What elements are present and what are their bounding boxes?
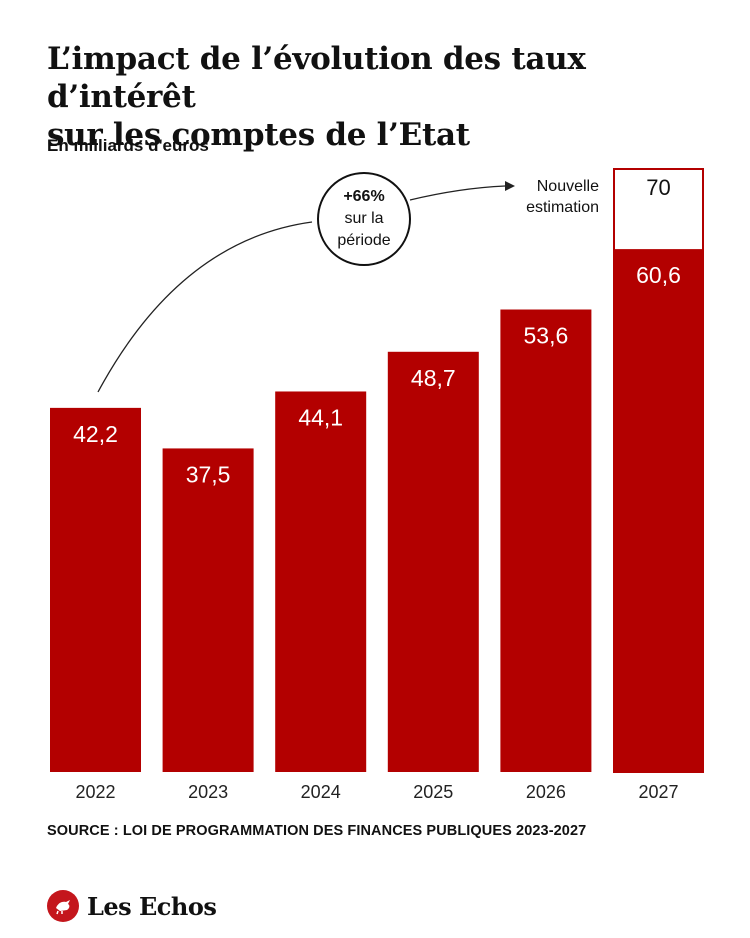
x-tick-label: 2027 bbox=[638, 782, 678, 802]
x-tick-label: 2022 bbox=[75, 782, 115, 802]
bar-2022 bbox=[50, 407, 141, 772]
x-tick-label: 2026 bbox=[526, 782, 566, 802]
bar-value-label: 53,6 bbox=[524, 323, 569, 349]
new-estimate-line-2: estimation bbox=[526, 199, 599, 216]
bar-value-label: 60,6 bbox=[636, 262, 681, 288]
growth-circle bbox=[317, 172, 411, 266]
bars-layer bbox=[50, 168, 704, 773]
bar-2027 bbox=[613, 249, 704, 772]
chart-title-line-2: sur les comptes de l’Etat bbox=[47, 117, 470, 153]
source-note: SOURCE : LOI DE PROGRAMMATION DES FINANC… bbox=[47, 823, 587, 839]
estimate-arrow-curve bbox=[409, 185, 506, 201]
chart-title: L’impact de l’évolution des taux d’intér… bbox=[47, 40, 727, 154]
bar-chart: 42,2 2022 37,5 2023 44,1 2024 48,7 2025 53,6 2026… bbox=[50, 168, 704, 802]
bar-2024 bbox=[275, 391, 367, 772]
bar-value-label: 48,7 bbox=[411, 365, 456, 391]
arrow-head-icon bbox=[505, 181, 515, 191]
x-tick-label: 2024 bbox=[301, 782, 341, 802]
bar-2026 bbox=[500, 309, 592, 772]
growth-line-3: période bbox=[337, 232, 390, 249]
chart-title-line-1: L’impact de l’évolution des taux d’intér… bbox=[47, 41, 586, 115]
x-tick-label: 2025 bbox=[413, 782, 453, 802]
x-tick-label: 2023 bbox=[188, 782, 228, 802]
rooster-logo-icon bbox=[47, 890, 79, 922]
growth-arrow-curve bbox=[97, 221, 313, 393]
growth-percent: +66% bbox=[343, 188, 384, 205]
bar-value-label: 44,1 bbox=[298, 404, 343, 430]
bar-value-label: 42,2 bbox=[73, 421, 118, 447]
new-estimate-value-label: 70 bbox=[646, 175, 670, 200]
bar-2023 bbox=[162, 448, 254, 772]
brand-name: Les Echos bbox=[87, 891, 217, 921]
bar-value-label: 37,5 bbox=[186, 461, 231, 487]
new-estimate-line-1: Nouvelle bbox=[537, 178, 599, 195]
brand-logo: Les Echos bbox=[47, 888, 217, 924]
growth-line-2: sur la bbox=[344, 210, 383, 227]
unit-label: En milliards d'euros bbox=[47, 136, 209, 155]
bar-2025 bbox=[387, 351, 479, 772]
labels-layer: 42,2 2022 37,5 2023 44,1 2024 48,7 2025 53,6 2026… bbox=[73, 175, 681, 802]
